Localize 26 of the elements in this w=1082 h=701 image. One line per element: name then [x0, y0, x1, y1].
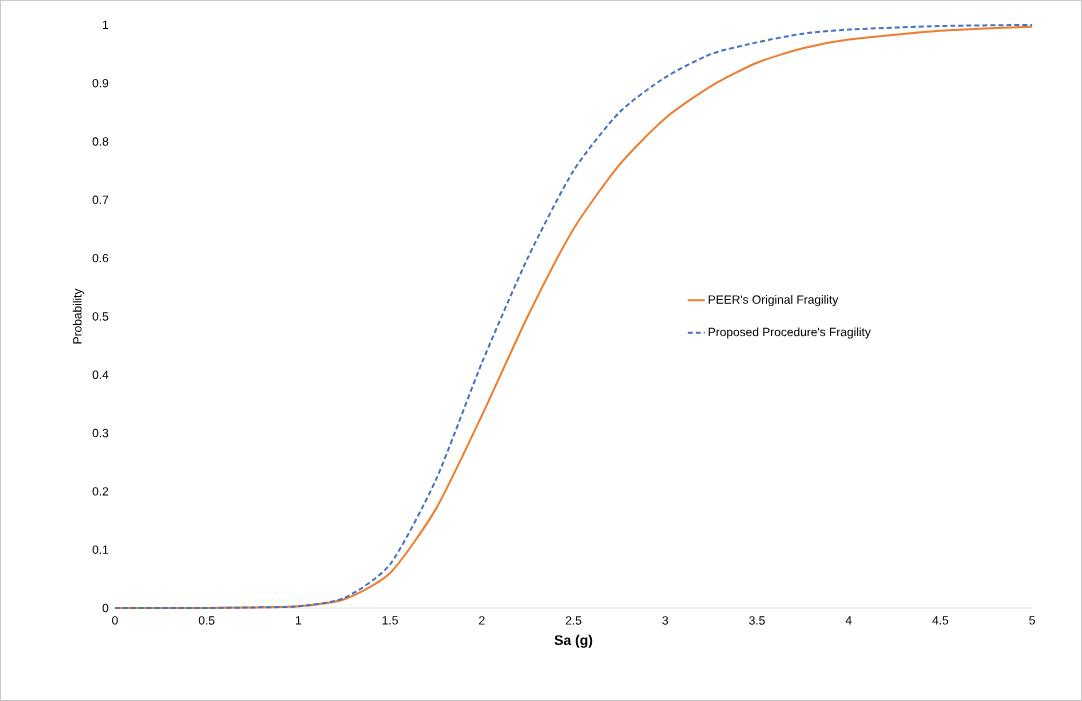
y-tick-label: 0.4 [92, 370, 109, 380]
y-axis-title: Probability [72, 288, 84, 344]
x-tick-label: 5 [1029, 616, 1035, 625]
x-tick-label: 2.5 [565, 616, 582, 625]
y-tick-label: 0 [102, 603, 109, 613]
legend-label: Proposed Procedure's Fragility [708, 327, 871, 339]
y-tick-label: 0.3 [92, 428, 109, 438]
y-tick-label: 0.6 [92, 253, 109, 263]
y-tick-label: 0.1 [92, 545, 109, 554]
legend-label: PEER's Original Fragility [708, 295, 839, 307]
y-tick-label: 0.9 [92, 79, 109, 88]
y-tick-label: 0.7 [92, 195, 109, 205]
y-tick-label: 0.2 [92, 487, 109, 496]
x-tick-label: 4 [845, 616, 852, 625]
x-tick-label: 1.5 [382, 616, 398, 625]
x-tick-label: 3 [662, 616, 669, 625]
x-tick-label: 1 [295, 616, 302, 625]
y-tick-label: 0.8 [92, 137, 109, 146]
y-tick-label: 1 [103, 20, 109, 30]
x-tick-label: 3.5 [749, 616, 765, 625]
x-tick-label: 0 [112, 616, 118, 625]
y-tick-label: 0.5 [92, 312, 109, 321]
x-tick-label: 4.5 [932, 616, 949, 625]
x-axis-title: Sa (g) [554, 634, 593, 648]
x-tick-label: 2 [479, 616, 485, 625]
x-tick-label: 0.5 [198, 616, 215, 625]
